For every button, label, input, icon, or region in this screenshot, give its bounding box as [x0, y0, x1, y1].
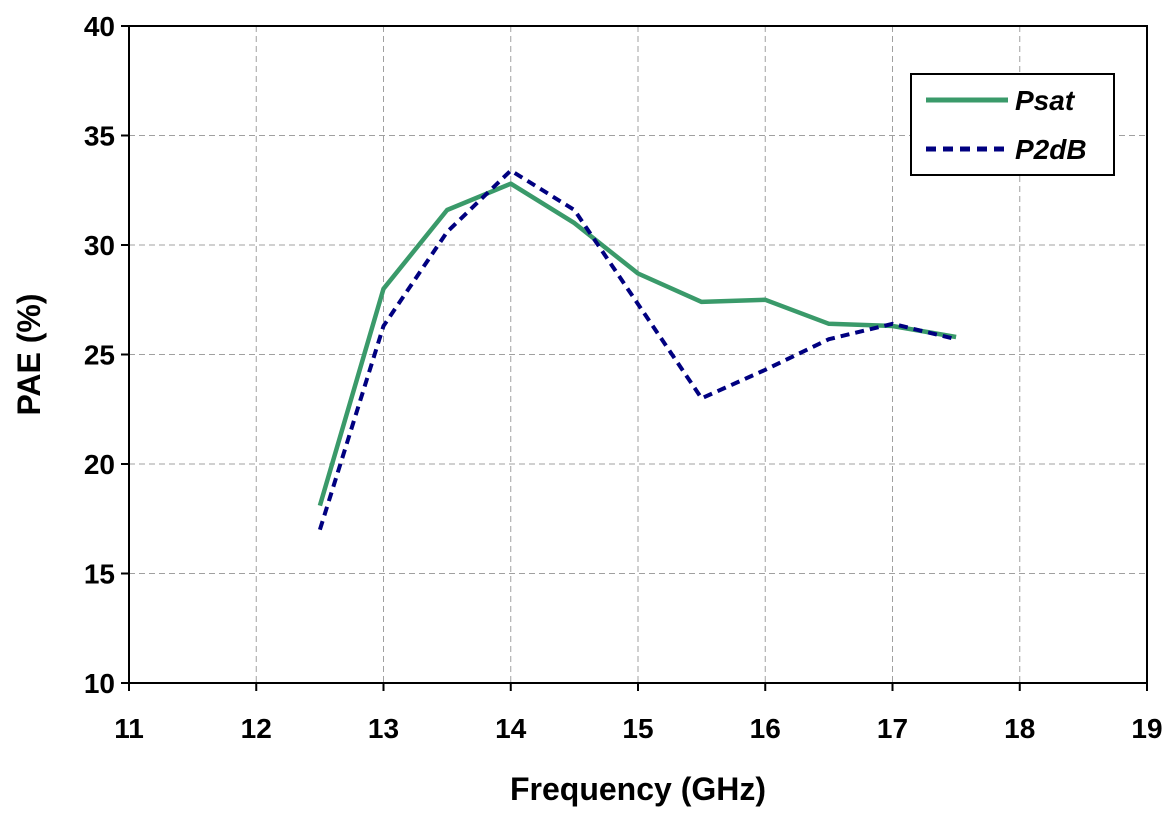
- x-tick-label: 18: [1004, 713, 1035, 744]
- y-tick-label: 30: [84, 230, 115, 261]
- legend-box: [910, 73, 1115, 176]
- y-tick-label: 10: [84, 668, 115, 699]
- legend: Psat P2dB: [910, 73, 1115, 176]
- y-tick-label: 25: [84, 340, 115, 371]
- axis-ticks: 11 12 13 14 15 16 17 18 19 10 15 20 25 30 35 40: [84, 11, 1163, 744]
- x-tick-label: 19: [1131, 713, 1162, 744]
- legend-label-p2db: P2dB: [1015, 134, 1087, 165]
- y-tick-label: 20: [84, 449, 115, 480]
- x-tick-label: 13: [368, 713, 399, 744]
- x-tick-label: 11: [114, 713, 144, 744]
- x-tick-label: 15: [622, 713, 653, 744]
- x-tick-label: 17: [877, 713, 908, 744]
- x-tick-label: 12: [241, 713, 272, 744]
- y-tick-label: 35: [84, 121, 115, 152]
- y-axis-title: PAE (%): [11, 293, 47, 415]
- y-tick-label: 40: [84, 11, 115, 42]
- series-lines: [317, 168, 957, 531]
- x-axis-title: Frequency (GHz): [510, 771, 766, 807]
- legend-label-psat: Psat: [1015, 85, 1076, 116]
- y-tick-label: 15: [84, 559, 115, 590]
- series-line-p2db: [317, 168, 957, 531]
- x-tick-label: 14: [495, 713, 527, 744]
- x-tick-label: 16: [750, 713, 781, 744]
- series-line-psat: [317, 181, 957, 507]
